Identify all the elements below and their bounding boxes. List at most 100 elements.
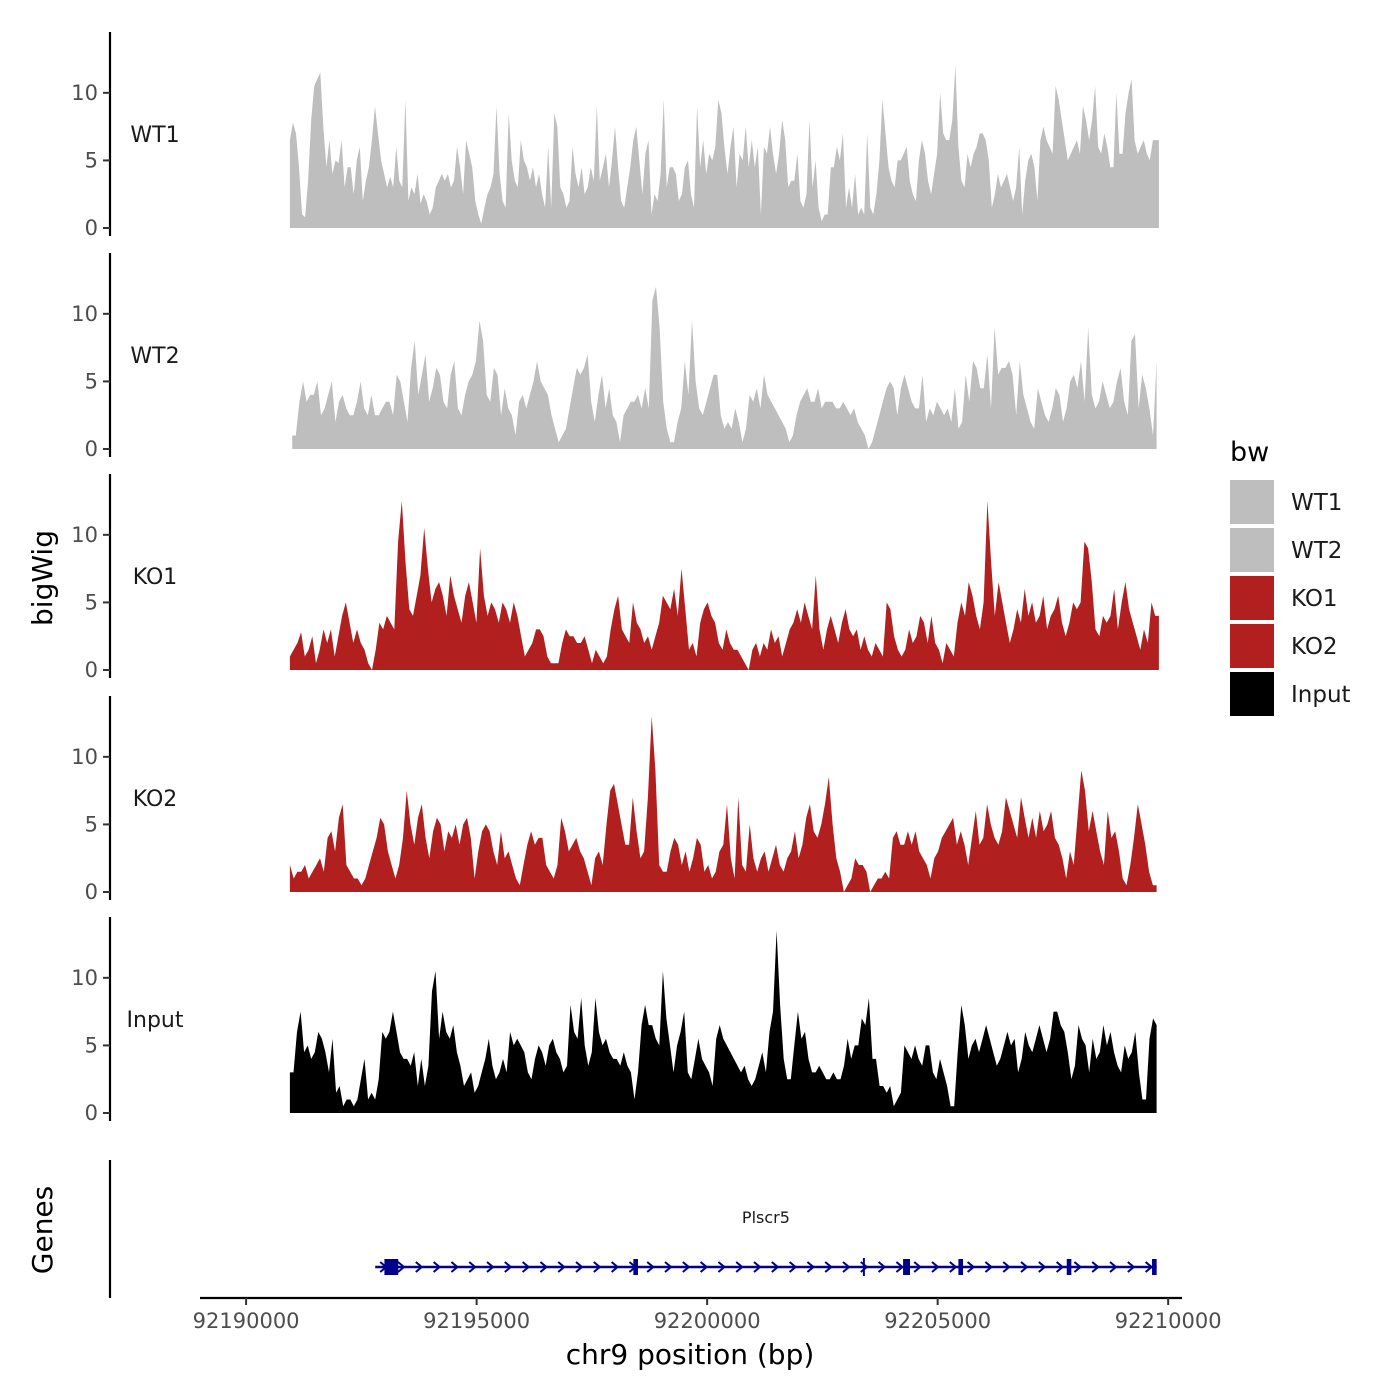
legend-swatch-ko2 <box>1230 624 1274 668</box>
coverage-tracks: 0 5 10 WT1 0 5 10 WT2 0 5 10 KO1 0 5 10 KO2 0 5 10 Input <box>71 32 1159 1125</box>
strand-arrow <box>913 1261 922 1273</box>
y-tick-label: 10 <box>71 745 98 769</box>
strand-arrow <box>806 1261 815 1273</box>
strand-arrow <box>432 1261 442 1273</box>
exon <box>1066 1259 1072 1275</box>
strand-arrow <box>450 1261 459 1273</box>
strand-arrow <box>539 1261 548 1273</box>
legend-swatch-wt1 <box>1230 480 1274 524</box>
legend-label-input: Input <box>1291 682 1351 708</box>
gene-track: Plscr5 <box>108 1160 1157 1298</box>
track-ko1: 0 5 10 KO1 <box>71 474 1159 682</box>
strand-arrow <box>1091 1261 1100 1273</box>
x-tick-label: 92205000 <box>884 1309 991 1333</box>
coverage-area-ko1 <box>289 501 1159 670</box>
track-ko2: 0 5 10 KO2 <box>71 696 1157 904</box>
x-tick-label: 92210000 <box>1115 1309 1222 1333</box>
strand-arrow <box>521 1261 531 1273</box>
strand-arrow <box>966 1261 976 1273</box>
genes-axis-title: Genes <box>26 1186 59 1274</box>
legend-title: bw <box>1230 437 1269 468</box>
exon <box>1152 1259 1157 1275</box>
strand-arrow <box>949 1261 958 1273</box>
track-input: 0 5 10 Input <box>71 917 1157 1125</box>
strand-arrow <box>610 1261 620 1273</box>
y-tick-label: 10 <box>71 81 98 105</box>
strand-arrow <box>1073 1261 1082 1273</box>
y-tick-label: 5 <box>85 590 98 614</box>
y-tick-label: 0 <box>85 880 98 904</box>
strand-arrow <box>895 1261 904 1273</box>
strand-arrow <box>486 1261 495 1273</box>
coverage-area-wt1 <box>289 65 1159 228</box>
strand-arrow <box>717 1261 726 1273</box>
x-tick-label: 92190000 <box>193 1309 300 1333</box>
strand-arrow <box>1127 1261 1136 1273</box>
strand-arrow <box>842 1261 851 1273</box>
track-wt2: 0 5 10 WT2 <box>71 253 1157 461</box>
strand-arrow <box>788 1261 798 1273</box>
strand-arrow <box>753 1261 762 1273</box>
x-axis: 92190000 92195000 92200000 92205000 92210000 <box>193 1296 1222 1333</box>
strand-arrow <box>984 1261 993 1273</box>
exon <box>903 1259 910 1275</box>
track-label: WT1 <box>130 123 179 148</box>
strand-arrow <box>593 1261 602 1273</box>
x-axis-title: chr9 position (bp) <box>566 1338 815 1371</box>
strand-arrow <box>1002 1261 1011 1273</box>
strand-arrow <box>1055 1261 1065 1273</box>
legend-swatch-ko1 <box>1230 576 1274 620</box>
y-tick-label: 5 <box>85 1033 98 1057</box>
track-label: Input <box>127 1008 184 1033</box>
strand-arrow <box>682 1261 691 1273</box>
y-tick-label: 5 <box>85 148 98 172</box>
y-tick-label: 5 <box>85 369 98 393</box>
track-wt1: 0 5 10 WT1 <box>71 32 1159 240</box>
y-tick-label: 0 <box>85 658 98 682</box>
legend-swatch-wt2 <box>1230 528 1274 572</box>
legend-label-wt1: WT1 <box>1291 490 1342 516</box>
y-tick-label: 0 <box>85 437 98 461</box>
strand-arrow <box>860 1261 869 1273</box>
strand-arrow <box>877 1261 887 1273</box>
strand-arrow <box>575 1261 584 1273</box>
strand-arrow <box>415 1261 424 1273</box>
coverage-area-ko2 <box>289 716 1157 892</box>
y-tick-label: 0 <box>85 1101 98 1125</box>
gene-name-label: Plscr5 <box>742 1208 790 1227</box>
strand-arrow <box>699 1261 709 1273</box>
strand-arrow <box>397 1261 406 1273</box>
track-label: WT2 <box>130 344 179 369</box>
y-tick-label: 0 <box>85 216 98 240</box>
x-tick-label: 92195000 <box>423 1309 530 1333</box>
strand-arrow <box>646 1261 655 1273</box>
track-label: KO2 <box>133 787 178 812</box>
strand-arrow <box>735 1261 744 1273</box>
strand-arrow <box>1038 1261 1047 1273</box>
legend: bw WT1 WT2 KO1 KO2 Input <box>1230 437 1351 716</box>
strand-arrow <box>557 1261 566 1273</box>
y-tick-label: 10 <box>71 523 98 547</box>
strand-arrow <box>1109 1261 1118 1273</box>
coverage-area-wt2 <box>292 286 1157 449</box>
coverage-area-input <box>289 930 1157 1113</box>
x-tick-label: 92200000 <box>654 1309 761 1333</box>
y-axis-title: bigWig <box>26 530 59 626</box>
legend-label-ko1: KO1 <box>1291 586 1338 612</box>
legend-swatch-input <box>1230 672 1274 716</box>
strand-arrow <box>931 1261 940 1273</box>
strand-arrow <box>1020 1261 1029 1273</box>
exon <box>633 1259 638 1275</box>
legend-label-wt2: WT2 <box>1291 538 1342 564</box>
strand-arrow <box>664 1261 673 1273</box>
strand-arrow <box>1144 1261 1154 1273</box>
strand-arrow <box>468 1261 477 1273</box>
track-label: KO1 <box>133 565 178 590</box>
strand-arrow <box>504 1261 513 1273</box>
y-tick-label: 10 <box>71 302 98 326</box>
strand-arrow <box>771 1261 780 1273</box>
y-tick-label: 10 <box>71 966 98 990</box>
exon <box>384 1259 399 1275</box>
legend-label-ko2: KO2 <box>1291 634 1338 660</box>
